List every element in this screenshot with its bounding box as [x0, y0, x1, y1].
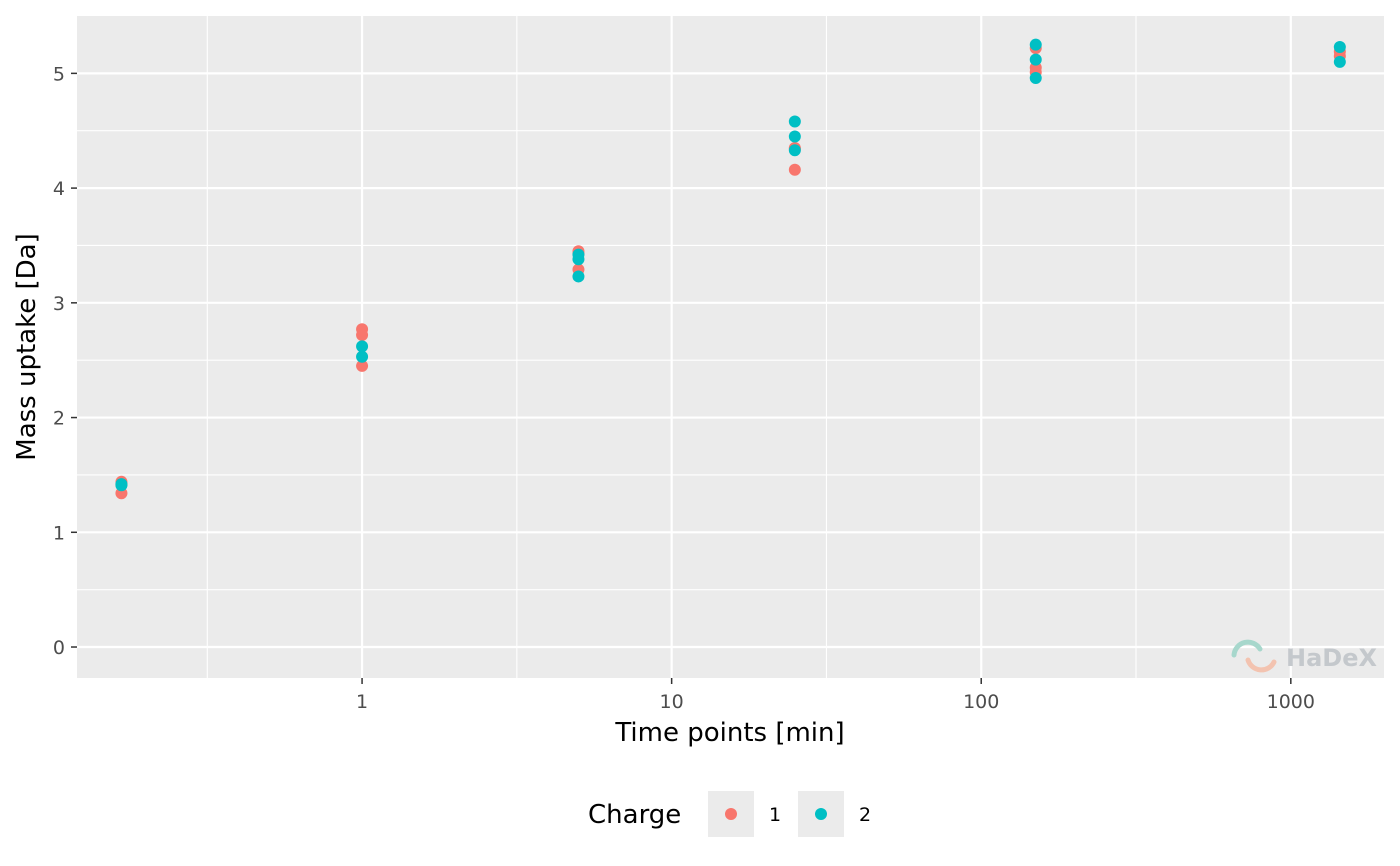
x-tick-label: 1000 — [1267, 691, 1315, 713]
data-point-charge-2 — [356, 350, 369, 363]
hadex-logo-icon — [1231, 639, 1277, 673]
data-points — [115, 38, 1346, 500]
data-point-charge-2 — [1029, 38, 1042, 51]
legend-key-charge-1 — [725, 808, 737, 820]
y-axis-title: Mass uptake [Da] — [12, 233, 42, 460]
data-point-charge-2 — [115, 479, 128, 492]
data-point-charge-1 — [356, 328, 369, 341]
x-tick-label: 100 — [963, 691, 999, 713]
legend-label-charge-2: 2 — [859, 804, 871, 826]
data-point-charge-1 — [788, 163, 801, 176]
minor-gridlines — [77, 16, 1384, 678]
legend-key-charge-2 — [815, 808, 827, 820]
y-tick-label: 1 — [53, 522, 65, 544]
data-point-charge-2 — [788, 115, 801, 128]
x-tick-label: 10 — [660, 691, 684, 713]
data-point-charge-2 — [572, 270, 585, 283]
y-tick-label: 4 — [53, 178, 65, 200]
plot-panel — [77, 16, 1384, 678]
watermark-text: HaDeX — [1286, 644, 1377, 672]
y-tick-label: 5 — [53, 63, 65, 85]
y-tick-label: 2 — [53, 408, 65, 430]
data-point-charge-2 — [1333, 55, 1346, 68]
hadex-watermark: HaDeX — [1231, 639, 1377, 673]
x-axis-ticks: 1 10 100 1000 — [356, 678, 1315, 713]
major-gridlines — [77, 16, 1384, 678]
y-tick-label: 3 — [53, 293, 65, 315]
legend: Charge 1 2 — [588, 791, 871, 837]
data-point-charge-2 — [788, 130, 801, 143]
data-point-charge-1 — [356, 359, 369, 372]
data-point-charge-2 — [1333, 40, 1346, 53]
legend-title: Charge — [588, 800, 681, 830]
legend-label-charge-1: 1 — [769, 804, 781, 826]
data-point-charge-2 — [356, 340, 369, 353]
data-point-charge-2 — [788, 144, 801, 157]
data-point-charge-2 — [1029, 53, 1042, 66]
x-axis-title: Time points [min] — [614, 718, 844, 748]
y-axis-ticks: 0 1 2 3 4 5 — [53, 63, 77, 659]
y-tick-label: 0 — [53, 637, 65, 659]
x-tick-label: 1 — [356, 691, 368, 713]
data-point-charge-2 — [572, 253, 585, 266]
data-point-charge-2 — [1029, 71, 1042, 84]
